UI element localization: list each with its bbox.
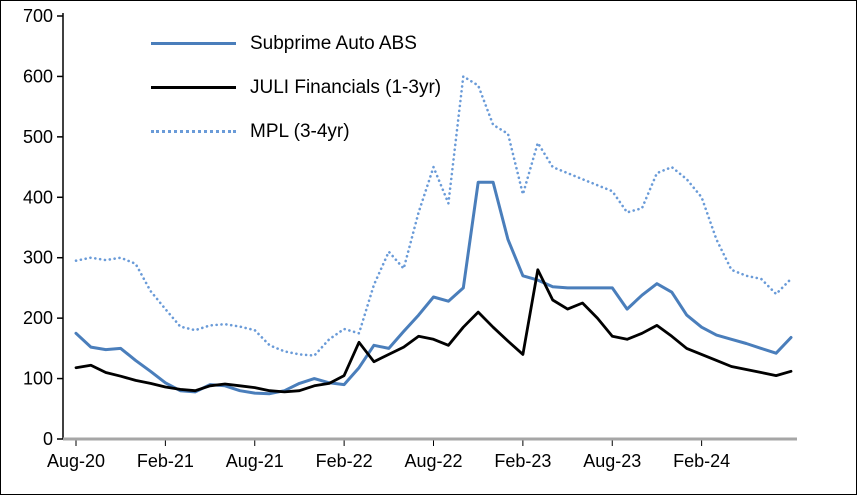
legend-label-mpl: MPL (3-4yr) (250, 120, 350, 142)
chart-legend: Subprime Auto ABS JULI Financials (1-3yr… (151, 30, 441, 145)
series-line-2 (74, 75, 793, 357)
legend-line-sample-subprime-auto-abs (151, 42, 236, 45)
series-line-1 (74, 268, 793, 394)
legend-line-sample-mpl (151, 130, 236, 133)
y-axis-tick-label: 500 (23, 127, 53, 147)
y-axis-tick-label: 200 (23, 308, 53, 328)
legend-item-mpl: MPL (3-4yr) (151, 118, 441, 145)
x-axis-tick-label: Feb-22 (316, 451, 373, 471)
x-axis-tick-label: Aug-23 (583, 451, 641, 471)
legend-item-subprime-auto-abs: Subprime Auto ABS (151, 30, 441, 57)
legend-line-sample-juli-financials (151, 86, 236, 89)
y-axis-tick-label: 400 (23, 187, 53, 207)
x-axis-tick-label: Aug-22 (404, 451, 462, 471)
y-axis-tick-label: 0 (43, 429, 53, 449)
x-axis-tick-label: Feb-21 (137, 451, 194, 471)
series-line-0 (74, 180, 793, 396)
x-axis-tick-label: Feb-23 (494, 451, 551, 471)
x-axis-tick-label: Feb-24 (673, 451, 730, 471)
legend-label-juli-financials: JULI Financials (1-3yr) (250, 76, 442, 98)
x-axis-tick-label: Aug-21 (226, 451, 284, 471)
y-axis-tick-label: 300 (23, 248, 53, 268)
y-axis-tick-label: 700 (23, 6, 53, 26)
y-axis-tick-label: 100 (23, 369, 53, 389)
legend-item-juli-financials: JULI Financials (1-3yr) (151, 74, 441, 101)
y-axis-tick-label: 600 (23, 66, 53, 86)
x-axis-tick-label: Aug-20 (47, 451, 105, 471)
legend-label-subprime-auto-abs: Subprime Auto ABS (250, 32, 417, 54)
